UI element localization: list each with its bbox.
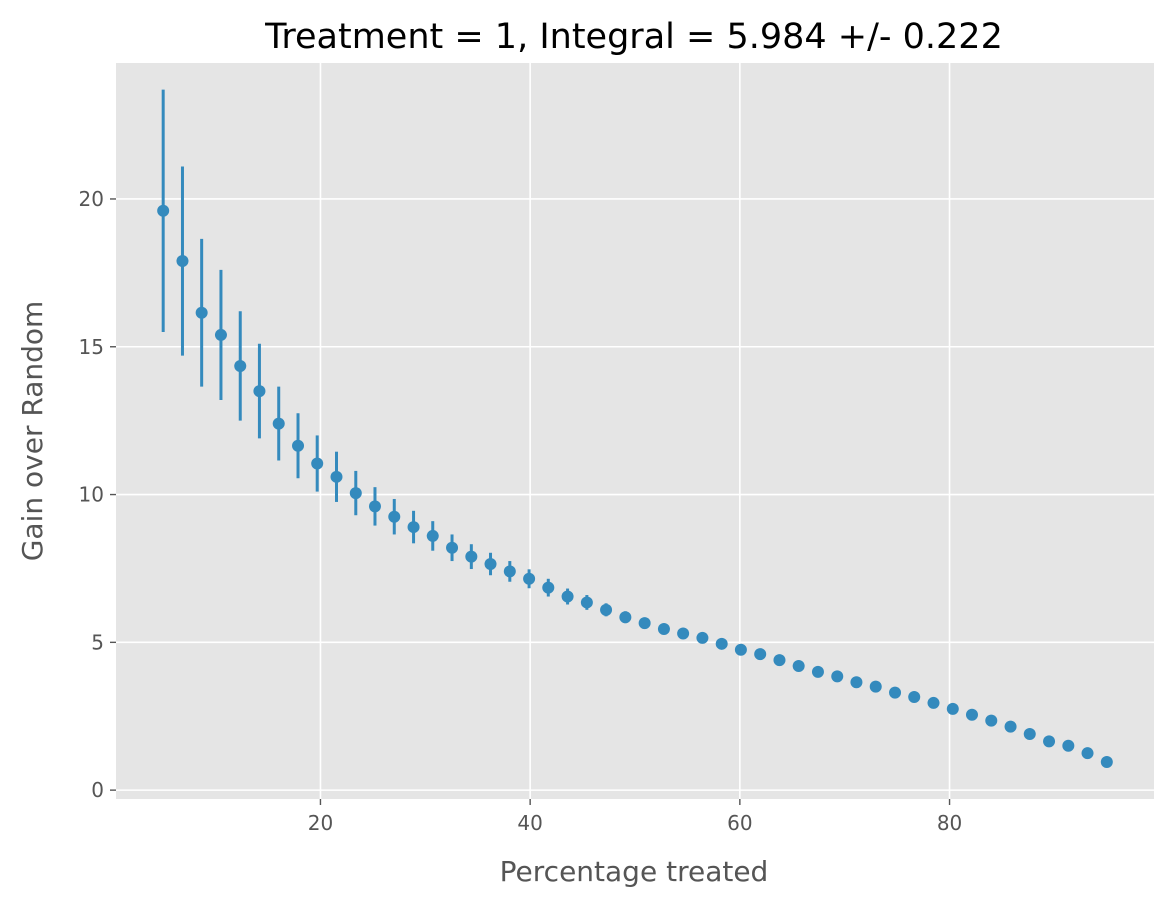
data-point	[503, 565, 516, 578]
data-point	[638, 617, 651, 630]
data-point	[1023, 727, 1036, 740]
data-point	[446, 541, 459, 554]
data-point	[484, 558, 497, 571]
y-tick-label: 0	[91, 778, 104, 802]
data-point	[773, 654, 786, 667]
data-point	[811, 665, 824, 678]
data-point	[157, 204, 170, 217]
data-point	[195, 306, 208, 319]
data-point	[407, 521, 420, 534]
data-point	[927, 696, 940, 709]
data-point	[388, 510, 401, 523]
data-point	[561, 590, 574, 603]
data-point	[619, 611, 632, 624]
data-point	[869, 680, 882, 693]
data-point	[908, 691, 921, 704]
data-point	[1043, 735, 1056, 748]
data-point	[600, 603, 613, 616]
data-point	[696, 631, 709, 644]
data-point	[368, 500, 381, 513]
plot-area	[116, 63, 1154, 799]
data-point	[272, 417, 285, 430]
data-point	[965, 708, 978, 721]
y-tick-label: 15	[79, 335, 104, 359]
data-point	[715, 637, 728, 650]
data-point	[1004, 720, 1017, 733]
x-tick-label: 60	[727, 811, 752, 835]
data-point	[985, 714, 998, 727]
data-point	[792, 659, 805, 672]
data-point	[292, 439, 305, 452]
x-tick-label: 80	[937, 811, 962, 835]
data-point	[580, 596, 593, 609]
data-point	[946, 702, 959, 715]
x-tick-label: 40	[517, 811, 542, 835]
data-point	[176, 255, 189, 268]
data-point	[330, 470, 343, 483]
data-point	[1100, 756, 1113, 769]
data-point	[542, 581, 555, 594]
x-axis-ticks: 20 40 60 80	[308, 799, 962, 835]
data-point	[253, 385, 266, 398]
data-point	[754, 648, 767, 661]
data-point	[677, 627, 690, 640]
y-axis-ticks: 0 5 10 15 20	[79, 187, 116, 802]
data-point	[523, 572, 536, 585]
data-points	[157, 89, 1113, 769]
y-tick-label: 20	[79, 187, 104, 211]
data-point	[734, 643, 747, 656]
y-tick-label: 10	[79, 483, 104, 507]
data-point	[426, 529, 439, 542]
data-point	[214, 328, 227, 341]
x-tick-label: 20	[308, 811, 333, 835]
data-point	[889, 686, 902, 699]
data-point	[1081, 747, 1094, 760]
data-point	[234, 359, 247, 372]
grid-lines	[116, 63, 1154, 799]
data-point	[349, 487, 362, 500]
x-axis-label: Percentage treated	[500, 855, 769, 888]
data-point	[465, 550, 478, 563]
chart-title: Treatment = 1, Integral = 5.984 +/- 0.22…	[264, 17, 1003, 57]
data-point	[657, 623, 670, 636]
data-point	[311, 457, 324, 470]
data-point	[1062, 739, 1075, 752]
y-axis-label: Gain over Random	[16, 301, 49, 562]
data-point	[831, 670, 844, 683]
y-tick-label: 5	[91, 630, 104, 654]
data-point	[850, 676, 863, 689]
